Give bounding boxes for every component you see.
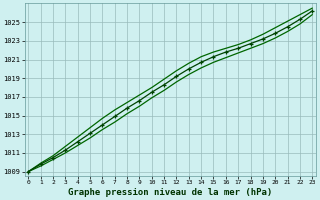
X-axis label: Graphe pression niveau de la mer (hPa): Graphe pression niveau de la mer (hPa) bbox=[68, 188, 272, 197]
